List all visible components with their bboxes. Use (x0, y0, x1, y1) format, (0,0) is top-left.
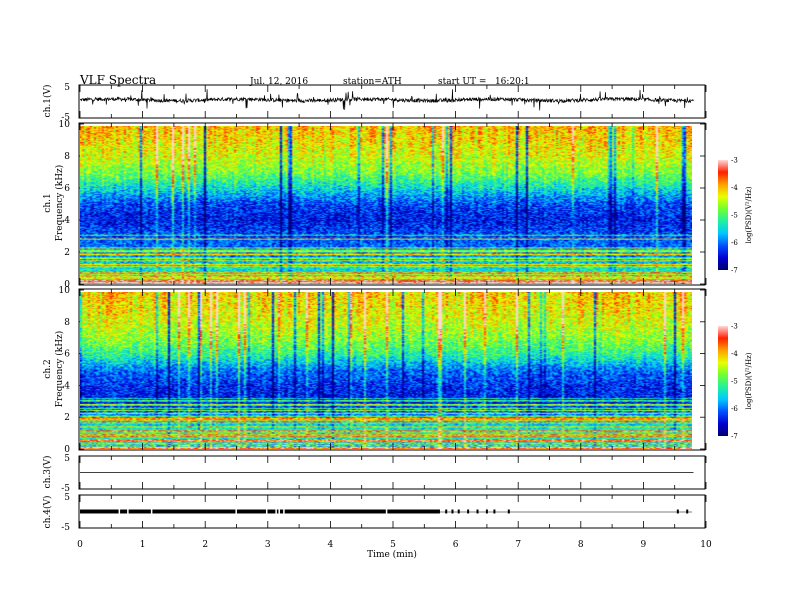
ch4-dense-burst (80, 509, 440, 514)
x-tick-label: 3 (265, 540, 271, 550)
ch2-spectrogram-image (80, 292, 692, 449)
spectrogram-ytick-label: 6 (64, 184, 70, 194)
ch4-spike (445, 509, 448, 514)
ch2-spectrogram-frame (78, 288, 706, 451)
colorbar-tick-label: -4 (731, 350, 738, 358)
ch4-waveform-panel: ch.4(V) 5 -5 (42, 493, 707, 533)
ch3-ytick-bottom: -5 (61, 484, 70, 494)
start-time-label: start UT = 16:20:1 (438, 77, 530, 87)
ch4-gap (278, 509, 280, 514)
x-tick-label: 8 (578, 540, 584, 550)
x-tick-label: 7 (515, 540, 521, 550)
spectrogram-ytick-label: 6 (64, 350, 70, 360)
ch1-ytick-bottom: -5 (61, 113, 70, 123)
ch4-gap (275, 509, 277, 514)
ch1-spectrogram-frame (78, 122, 706, 286)
x-axis-label: Time (min) (367, 549, 417, 560)
ch4-spike (451, 509, 454, 514)
colorbar-tick-label: -6 (731, 405, 738, 413)
ch4-waveform-bursts (80, 509, 689, 514)
spectrogram-ytick-label: 4 (64, 216, 70, 226)
ch2-colorbar-ticks: -3 -4 -5 -6 -7 (731, 323, 738, 441)
ch4-gap (265, 509, 268, 514)
ch4-gap (385, 509, 388, 514)
ch1-waveform-line (79, 89, 694, 111)
ch4-x-ticks (79, 495, 707, 528)
ch1-channel-label: ch.1 (43, 193, 53, 212)
ch4-gap (150, 509, 153, 514)
ch1-waveform-ylabel: ch.1(V) (42, 85, 53, 118)
ch3-waveform-ylabel: ch.3(V) (42, 456, 53, 489)
ch3-waveform-frame (78, 455, 706, 490)
ch1-frequency-label: Frequency (kHz) (54, 165, 65, 242)
ch1-x-ticks (79, 85, 707, 118)
ch2-spectrogram-x-ticks (79, 289, 707, 450)
ch2-colorbar-label: log(PSD)(V²/Hz) (745, 352, 753, 409)
colorbar-tick-label: -5 (731, 378, 738, 386)
ch4-gap (118, 509, 121, 514)
x-tick-label: 9 (641, 540, 647, 550)
colorbar-tick-label: -7 (731, 267, 738, 275)
ch4-spike (485, 509, 488, 514)
ch4-spike (476, 509, 479, 514)
ch4-spike (467, 509, 470, 514)
ch4-spike (507, 509, 510, 514)
ch3-ytick-top: 5 (64, 454, 70, 464)
spectrogram-ytick-label: 2 (64, 413, 70, 423)
ch4-gap (235, 509, 237, 514)
ch4-spike (686, 509, 689, 514)
ch1-colorbar (718, 160, 728, 270)
station-label: station=ATH (343, 77, 402, 87)
colorbar-tick-label: -3 (731, 157, 738, 165)
spectrogram-ytick-label: 8 (64, 318, 70, 328)
ch3-waveform-panel: ch.3(V) 5 -5 (42, 454, 707, 494)
ch1-colorbar-label: log(PSD)(V²/Hz) (745, 186, 753, 243)
ch3-x-ticks (79, 456, 707, 489)
ch1-spectrogram-x-ticks (79, 123, 707, 285)
spectrogram-ytick-label: 8 (64, 152, 70, 162)
x-tick-label: 5 (390, 540, 396, 550)
x-tick-label: 0 (77, 540, 83, 550)
x-axis-tick-labels: 0 1 2 3 4 5 6 7 8 9 10 (77, 540, 712, 550)
colorbar-tick-label: -4 (731, 184, 738, 192)
date-label: Jul. 12, 2016 (249, 77, 308, 87)
ch4-spike (676, 509, 679, 514)
x-tick-label: 1 (140, 540, 146, 550)
spectrogram-ytick-label: 10 (59, 286, 71, 296)
ch1-waveform-panel: ch.1(V) 5 -5 (42, 83, 707, 123)
ch4-spike (493, 509, 496, 514)
figure-title: VLF Spectra (79, 73, 156, 87)
spectrogram-ytick-label: 10 (59, 120, 71, 130)
spectrogram-ytick-label: 0 (64, 280, 70, 290)
ch1-ytick-top: 5 (64, 83, 70, 93)
x-tick-label: 10 (700, 540, 712, 550)
colorbar-tick-label: -5 (731, 212, 738, 220)
ch4-gap (127, 509, 129, 514)
colorbar-tick-label: -7 (731, 433, 738, 441)
spectrogram-ytick-label: 2 (64, 248, 70, 258)
ch2-frequency-label: Frequency (kHz) (54, 331, 65, 408)
ch4-ytick-bottom: -5 (61, 523, 70, 533)
x-tick-label: 6 (453, 540, 459, 550)
colorbar-tick-label: -6 (731, 239, 738, 247)
spectrogram-ytick-label: 4 (64, 381, 70, 391)
ch2-colorbar (718, 326, 728, 436)
x-tick-label: 4 (328, 540, 334, 550)
ch4-waveform-frame (78, 494, 706, 529)
ch4-gap (283, 509, 285, 514)
ch2-channel-label: ch.2 (43, 359, 53, 378)
ch1-waveform-frame (78, 84, 706, 119)
colorbar-tick-label: -3 (731, 323, 738, 331)
ch4-waveform-ylabel: ch.4(V) (42, 496, 53, 529)
x-tick-label: 2 (202, 540, 208, 550)
ch4-spike (457, 509, 460, 514)
ch4-ytick-top: 5 (64, 493, 70, 503)
ch1-colorbar-ticks: -3 -4 -5 -6 -7 (731, 157, 738, 275)
spectrogram-ytick-label: 0 (64, 445, 70, 455)
ch1-spectrogram-image (80, 126, 692, 284)
